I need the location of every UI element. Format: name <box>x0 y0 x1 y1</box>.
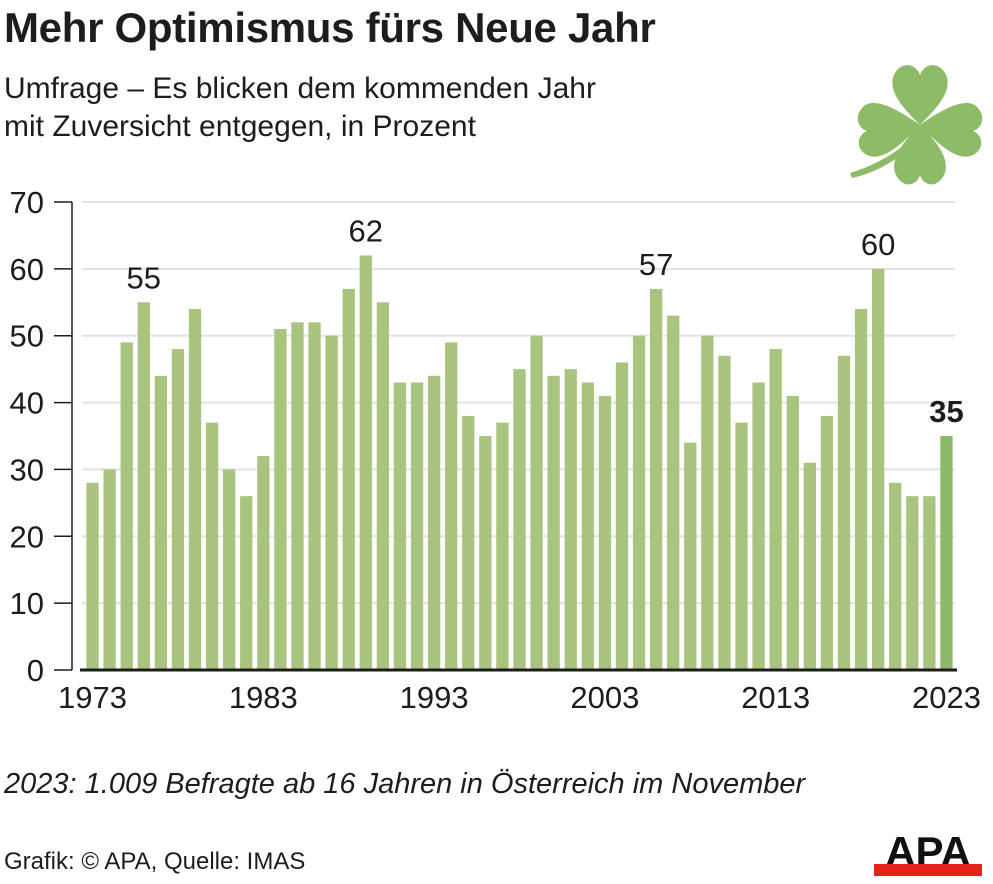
four-leaf-clover-icon <box>850 65 983 185</box>
bar-2022 <box>923 496 936 670</box>
bar-1973 <box>86 482 99 670</box>
bar-1984 <box>274 329 287 670</box>
x-tick-label: 2013 <box>741 680 810 715</box>
value-label-1976: 55 <box>127 260 161 295</box>
bar-1997 <box>496 422 509 670</box>
bar-1979 <box>188 308 202 670</box>
bar-2003 <box>598 395 612 670</box>
x-tick-label: 1993 <box>400 680 469 715</box>
apa-logo: APA <box>874 830 982 876</box>
bar-1991 <box>393 382 407 670</box>
survey-note: 2023: 1.009 Befragte ab 16 Jahren in Öst… <box>4 768 806 800</box>
bar-2002 <box>581 382 594 670</box>
bar-2020 <box>889 482 902 670</box>
bar-1989 <box>359 255 372 670</box>
bar-1993 <box>427 375 441 670</box>
y-tick-label: 60 <box>10 252 44 287</box>
bar-1994 <box>445 342 458 670</box>
y-tick-label: 30 <box>10 452 44 487</box>
value-label-2006: 57 <box>639 247 673 282</box>
bar-2000 <box>547 375 560 670</box>
bar-2019 <box>871 268 885 670</box>
bar-2023 <box>940 436 953 670</box>
y-tick-label: 10 <box>10 586 44 621</box>
bar-2005 <box>632 335 646 670</box>
bar-2015 <box>803 462 816 670</box>
bar-1978 <box>171 349 185 670</box>
bar-1992 <box>410 382 424 670</box>
value-labels: 55 62 57 60 35 <box>127 213 964 429</box>
bar-2021 <box>906 496 919 670</box>
bar-1980 <box>205 422 219 670</box>
source-credit: Grafik: © APA, Quelle: IMAS <box>4 848 306 875</box>
bar-2001 <box>564 369 577 670</box>
bars <box>86 255 953 670</box>
bar-1976 <box>137 302 150 670</box>
chart-title: Mehr Optimismus fürs Neue Jahr <box>4 4 656 51</box>
bar-2006 <box>649 288 663 670</box>
bar-1999 <box>530 335 543 670</box>
y-tick-label: 70 <box>10 185 44 220</box>
bar-2016 <box>820 415 834 670</box>
value-label-2023: 35 <box>929 394 963 429</box>
bar-1986 <box>308 322 321 670</box>
bar-1985 <box>291 322 304 670</box>
apa-logo-bar <box>874 864 982 876</box>
bar-1998 <box>513 369 526 670</box>
y-tick-label: 20 <box>10 519 44 554</box>
bar-2012 <box>752 382 765 670</box>
y-tick-label: 40 <box>10 386 44 421</box>
bar-1977 <box>154 375 168 670</box>
x-tick-label: 2003 <box>570 680 639 715</box>
bar-1990 <box>376 302 390 670</box>
bar-1983 <box>257 456 270 670</box>
bar-2011 <box>735 422 748 670</box>
chart-subtitle: Umfrage – Es blicken dem kommenden Jahr … <box>4 70 596 146</box>
bar-1974 <box>103 469 116 670</box>
value-label-2019: 60 <box>861 227 895 262</box>
bar-2004 <box>615 362 629 670</box>
bar-1981 <box>223 469 236 670</box>
bar-2014 <box>786 395 799 670</box>
y-tick-label: 50 <box>10 319 44 354</box>
subtitle-line-1: Umfrage – Es blicken dem kommenden Jahr <box>4 72 596 105</box>
bar-2009 <box>701 335 714 670</box>
bar-2007 <box>667 315 680 670</box>
x-tick-label: 1983 <box>229 680 298 715</box>
bar-2017 <box>837 355 851 670</box>
axes: 0 10 20 30 40 50 60 70 1973 1983 1993 2003 2013 2023 <box>10 185 981 715</box>
bar-1982 <box>240 496 253 670</box>
bar-1988 <box>342 288 355 670</box>
bar-2010 <box>718 355 731 670</box>
bar-1975 <box>120 342 133 670</box>
value-label-1989: 62 <box>349 213 383 248</box>
bar-1987 <box>325 335 338 670</box>
y-tick-label: 0 <box>27 653 44 688</box>
bar-2018 <box>854 308 868 670</box>
x-tick-label: 1973 <box>58 680 127 715</box>
bar-2008 <box>684 442 697 670</box>
bar-2013 <box>769 349 782 670</box>
bar-1995 <box>462 415 475 670</box>
bar-1996 <box>479 436 492 670</box>
subtitle-line-2: mit Zuversicht entgegen, in Prozent <box>4 110 476 143</box>
x-tick-label: 2023 <box>912 680 981 715</box>
